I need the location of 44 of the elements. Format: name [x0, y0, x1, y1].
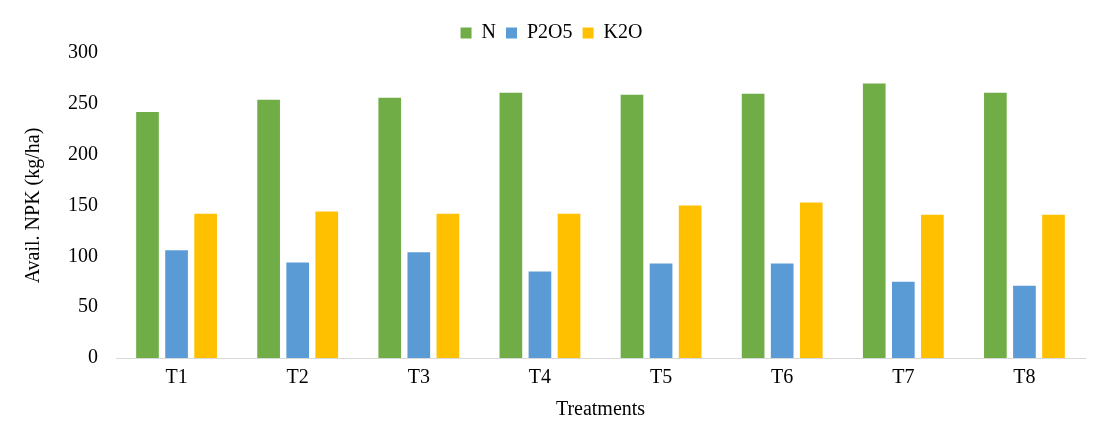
- y-tick-label: 200: [68, 141, 98, 164]
- bar: [741, 93, 765, 358]
- bar: [891, 281, 915, 358]
- y-axis-title: Avail. NPK (kg/ha): [21, 127, 45, 284]
- y-tick-label: 150: [68, 192, 98, 215]
- legend-label: N: [481, 20, 496, 43]
- x-tick-label: T6: [771, 365, 794, 388]
- bar: [678, 205, 702, 358]
- y-tick-label: 100: [68, 243, 98, 266]
- x-tick-label: T1: [165, 365, 188, 388]
- bar: [620, 94, 644, 358]
- bar: [257, 99, 280, 358]
- bar: [315, 211, 339, 358]
- bar: [921, 214, 944, 358]
- bar: [799, 202, 823, 358]
- x-tick-label: T3: [407, 365, 430, 388]
- x-axis-title: Treatments: [555, 397, 646, 420]
- bar: [378, 97, 402, 358]
- bar: [557, 213, 581, 358]
- bar: [165, 250, 188, 358]
- bar: [436, 213, 460, 358]
- legend-label: P2O5: [527, 20, 573, 43]
- bar: [862, 83, 886, 358]
- bar: [528, 271, 552, 358]
- bar: [286, 262, 310, 358]
- bar: [136, 111, 159, 358]
- bar: [1042, 214, 1065, 358]
- legend-label: K2O: [603, 20, 643, 43]
- y-tick-label: 0: [88, 345, 98, 368]
- x-tick-label: T4: [528, 365, 552, 388]
- x-tick-label: T8: [1013, 365, 1036, 388]
- x-tick-label: T5: [649, 365, 673, 388]
- bar: [649, 263, 673, 358]
- y-tick-label: 250: [68, 91, 98, 114]
- y-tick-label: 50: [78, 294, 98, 317]
- bar: [770, 263, 794, 358]
- bar: [499, 92, 523, 358]
- x-tick-label: T2: [286, 365, 309, 388]
- bar: [1013, 285, 1036, 358]
- bar: [407, 252, 431, 358]
- y-tick-label: 300: [68, 40, 98, 63]
- bar: [194, 213, 217, 358]
- bar: [984, 92, 1007, 358]
- x-tick-label: T7: [892, 365, 915, 388]
